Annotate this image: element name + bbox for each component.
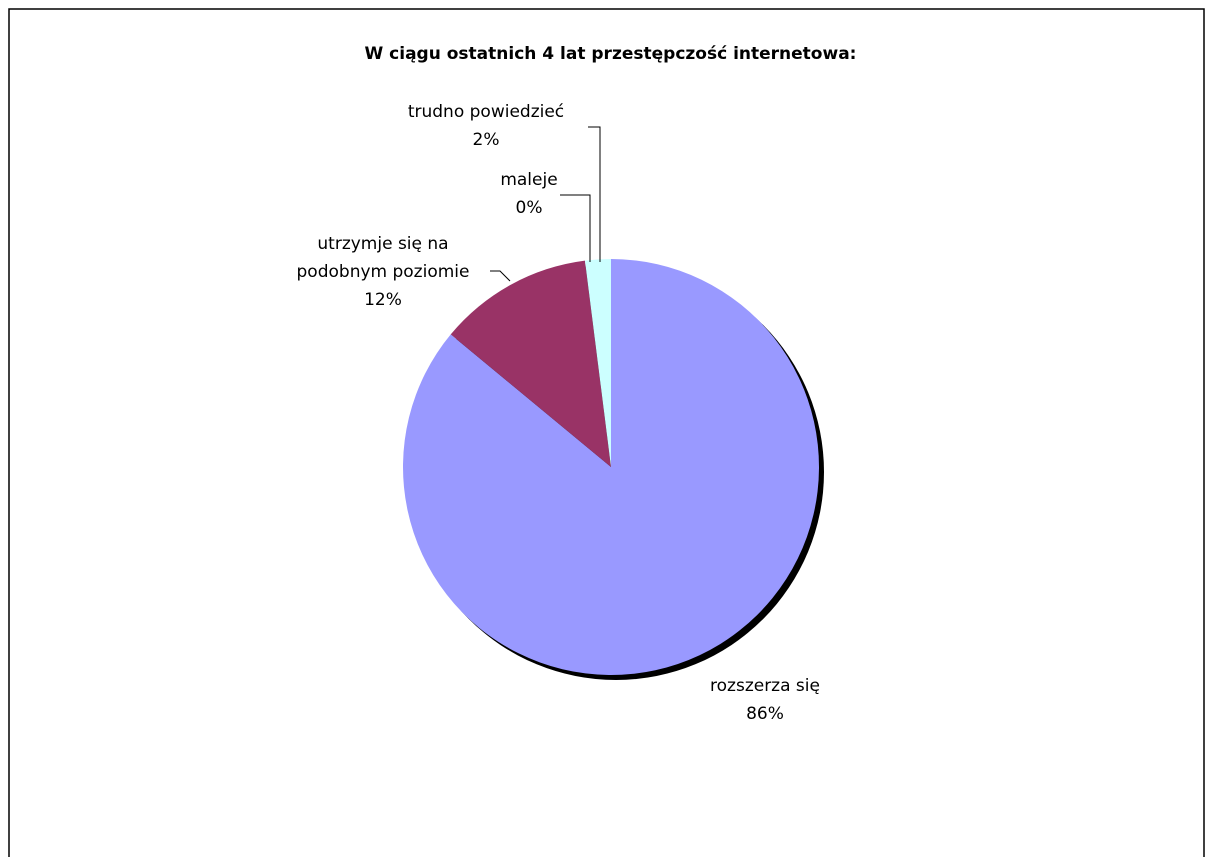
slice-label: utrzymje się na podobnym poziomie 12%: [278, 230, 488, 314]
value-label: 2%: [472, 130, 500, 150]
category-label: rozszerza się: [710, 676, 820, 696]
category-label: utrzymje się na podobnym poziomie: [296, 234, 470, 282]
slice-label: rozszerza się 86%: [635, 672, 895, 728]
leader-line: [490, 270, 511, 282]
frame: [8, 8, 1205, 857]
slice-label: trudno powiedzieć 2%: [371, 98, 601, 154]
chart-title: W ciągu ostatnich 4 lat przestępczość in…: [364, 44, 857, 64]
category-label: trudno powiedzieć: [407, 102, 565, 122]
value-label: 0%: [515, 198, 543, 218]
leader-line: [560, 194, 591, 262]
slice-label: maleje 0%: [469, 166, 589, 222]
value-label: 86%: [746, 704, 784, 724]
value-label: 12%: [364, 290, 402, 310]
pie-slice: [584, 259, 611, 467]
category-label: maleje: [500, 170, 558, 190]
pie-slice: [450, 260, 611, 467]
leader-line: [588, 126, 601, 262]
